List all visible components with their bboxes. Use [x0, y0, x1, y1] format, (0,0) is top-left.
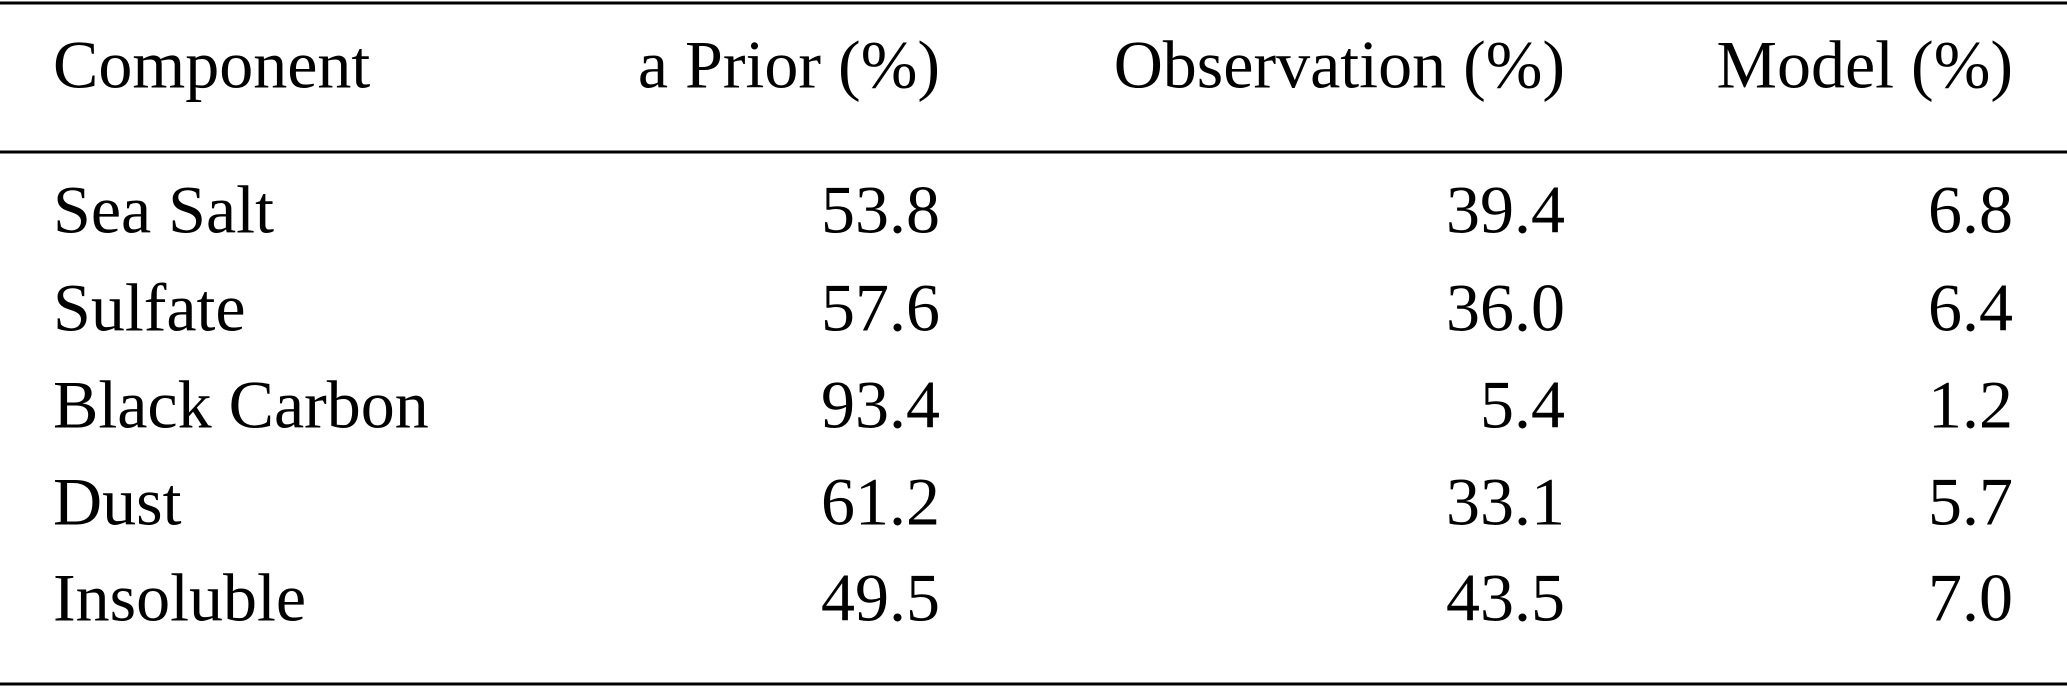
header-cell: Model (%) [1717, 27, 2013, 103]
cell: 6.4 [1928, 270, 2013, 346]
cell: 5.4 [1480, 367, 1565, 443]
header-cell: a Prior (%) [638, 27, 940, 103]
cell: 5.7 [1928, 464, 2013, 540]
header-cell: Observation (%) [1114, 27, 1565, 103]
row-label: Sea Salt [53, 172, 274, 248]
cell: 36.0 [1446, 270, 1565, 346]
cell: 33.1 [1446, 464, 1565, 540]
cell: 1.2 [1928, 367, 2013, 443]
cell: 39.4 [1446, 172, 1565, 248]
cell: 43.5 [1446, 560, 1565, 636]
header-cell: Component [53, 27, 370, 103]
cell: 61.2 [821, 464, 940, 540]
cell: 57.6 [821, 270, 940, 346]
cell: 7.0 [1928, 560, 2013, 636]
row-label: Dust [53, 464, 182, 540]
row-label: Insoluble [53, 560, 306, 636]
cell: 6.8 [1928, 172, 2013, 248]
row-label: Black Carbon [53, 367, 429, 443]
row-label: Sulfate [53, 270, 246, 346]
cell: 49.5 [821, 560, 940, 636]
cell: 53.8 [821, 172, 940, 248]
cell: 93.4 [821, 367, 940, 443]
